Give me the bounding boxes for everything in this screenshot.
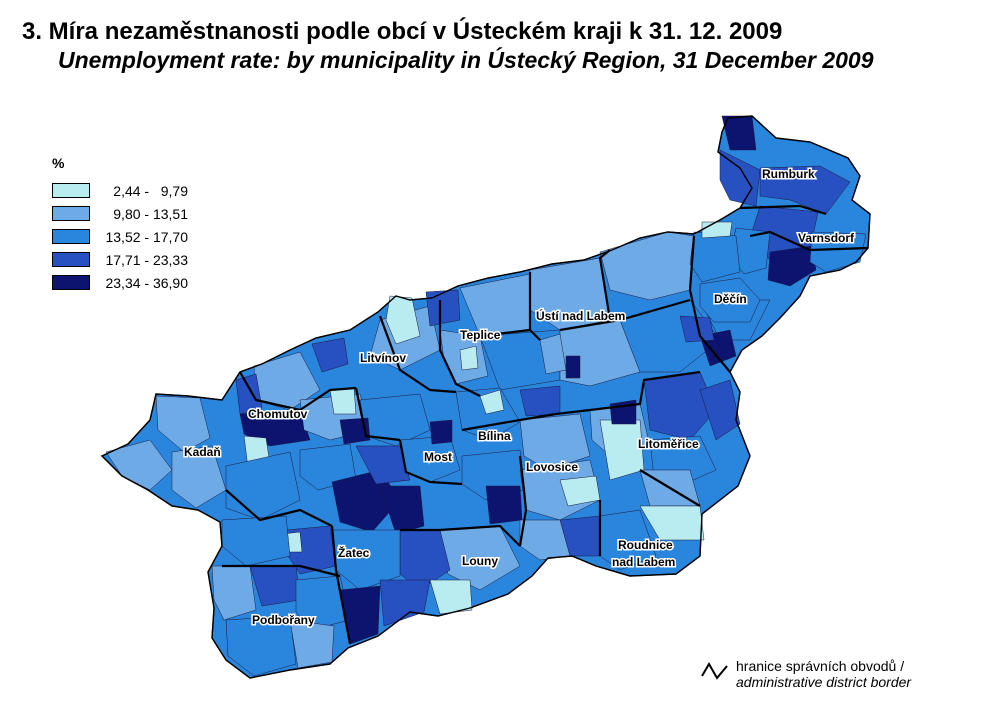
label-zatec: Žatec [338,545,370,560]
legend-row: 17,71 - 23,33 [52,248,188,271]
label-lovosice: Lovosice [526,460,578,474]
legend-swatch [52,229,90,244]
legend-label: 2,44 - 9,79 [109,182,188,199]
label-most: Most [424,450,452,464]
label-roudnice: Roudnice [618,538,673,552]
label-decin: Děčín [714,292,747,306]
label-litomerice: Litoměřice [638,437,699,451]
region-outline [100,115,871,679]
legend-swatch [52,206,90,221]
legend-row: 23,34 - 36,90 [52,271,188,294]
legend-label: 17,71 - 23,33 [105,251,188,268]
legend-row: 13,52 - 17,70 [52,225,188,248]
label-chomutov: Chomutov [248,407,308,421]
border-legend-en: administrative district border [736,674,912,690]
label-rumburk: Rumburk [762,167,815,181]
municipality-patches [105,115,867,677]
map-subtitle: Unemployment rate: by municipality in Ús… [58,47,874,73]
legend-label: 9,80 - 13,51 [109,205,188,222]
label-varnsdorf: Varnsdorf [798,231,855,245]
legend-unit: % [52,155,65,171]
district-borders [222,204,869,645]
label-podborany: Podbořany [252,613,315,627]
label-usti-nad-labem: Ústí nad Labem [536,308,625,323]
label-roudnice-line2: nad Labem [612,555,675,569]
legend-label: 13,52 - 17,70 [105,228,188,245]
legend: % 2,44 - 9,79 9,80 - 13,51 13,52 - 17,70… [52,155,188,294]
border-legend: hranice správních obvodů / administrativ… [700,658,911,690]
legend-swatch [52,183,90,198]
label-litvinov: Litvínov [360,351,406,365]
border-legend-text: hranice správních obvodů / administrativ… [736,658,911,690]
label-bilina: Bílina [478,429,511,443]
label-kadan: Kadaň [184,445,221,459]
legend-swatch [52,252,90,267]
legend-row: 9,80 - 13,51 [52,202,188,225]
border-line-icon [701,662,728,680]
legend-row: 2,44 - 9,79 [52,179,188,202]
legend-label: 23,34 - 36,90 [105,274,188,291]
district-labels: Rumburk Varnsdorf Děčín Ústí nad Labem T… [183,166,857,629]
map-title: 3. Míra nezaměstnanosti podle obcí v Úst… [22,18,783,45]
label-teplice: Teplice [460,328,501,342]
label-louny: Louny [462,554,498,568]
border-legend-cz: hranice správních obvodů / [736,658,905,674]
legend-swatch [52,275,90,290]
